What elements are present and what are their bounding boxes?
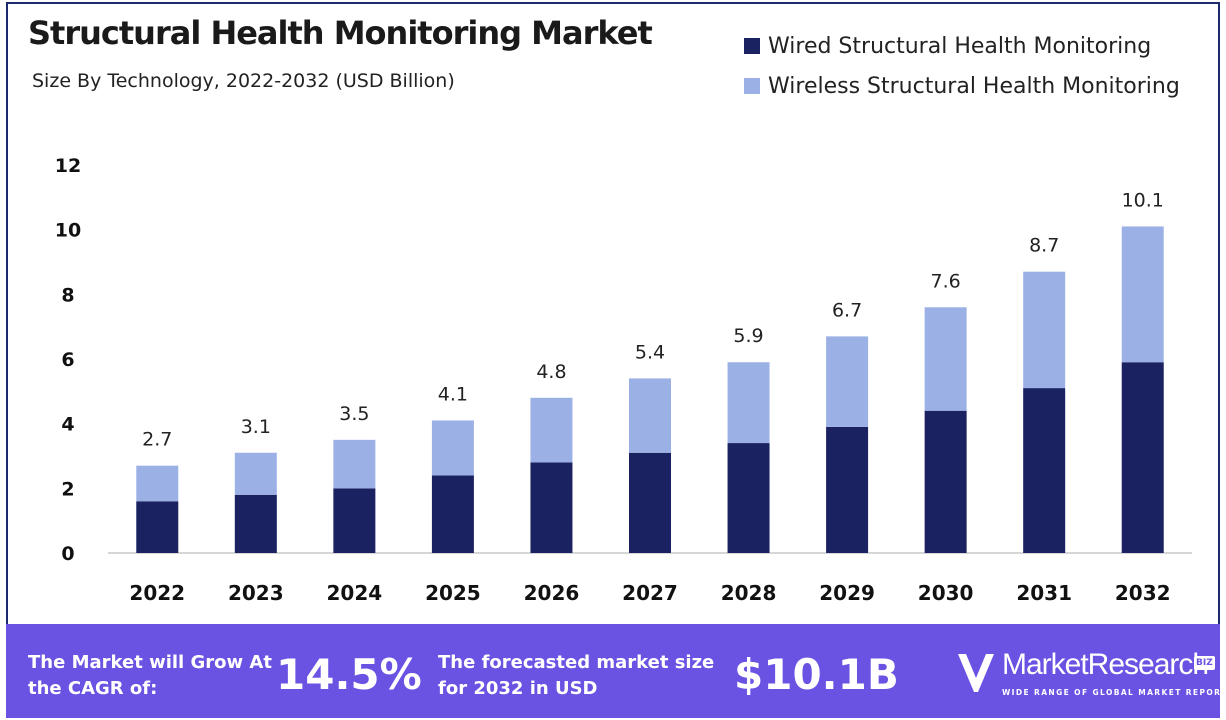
bar-wireless bbox=[234, 452, 277, 495]
bar-wired bbox=[1023, 388, 1066, 553]
bar-total-label: 4.1 bbox=[438, 383, 468, 405]
x-tick-label: 2030 bbox=[918, 581, 974, 605]
legend-swatch-wireless bbox=[744, 78, 760, 94]
bar-wireless bbox=[333, 439, 376, 489]
bar-total-label: 6.7 bbox=[832, 299, 862, 321]
bar-wired bbox=[1121, 362, 1164, 553]
footer-banner: The Market will Grow At the CAGR of: 14.… bbox=[6, 624, 1226, 718]
bar-wireless bbox=[1023, 271, 1066, 389]
cagr-value: 14.5% bbox=[276, 650, 422, 699]
stacked-bar-chart: 0 2 4 6 8 10 12 2.7 2022 3.1 2023 3.5 2024 4.1 2025 4.8… bbox=[55, 155, 1192, 605]
brand-badge: BIZ bbox=[1194, 656, 1215, 670]
bar-total-label: 5.4 bbox=[635, 341, 665, 363]
bar-wireless bbox=[924, 307, 967, 411]
x-tick-label: 2022 bbox=[129, 581, 185, 605]
bar-wireless bbox=[629, 378, 671, 453]
bar-total-label: 7.6 bbox=[931, 270, 961, 292]
bar-total-label: 10.1 bbox=[1122, 189, 1164, 211]
bar-total-label: 8.7 bbox=[1029, 235, 1059, 257]
y-tick-label: 0 bbox=[61, 543, 74, 565]
bar-wired bbox=[136, 501, 179, 553]
bar-wired bbox=[924, 410, 967, 553]
brand-name: MarketResearch bbox=[1002, 648, 1209, 681]
y-tick-label: 10 bbox=[55, 220, 81, 242]
x-tick-label: 2024 bbox=[327, 581, 383, 605]
bar-wireless bbox=[826, 336, 869, 427]
bar-total-label: 3.1 bbox=[241, 416, 271, 438]
y-tick-label: 8 bbox=[61, 284, 74, 306]
bar-wireless bbox=[1121, 226, 1164, 363]
x-tick-label: 2025 bbox=[425, 581, 481, 605]
y-tick-label: 12 bbox=[55, 155, 81, 177]
bar-total-label: 3.5 bbox=[339, 403, 369, 425]
y-tick-label: 4 bbox=[61, 414, 74, 436]
bar-wireless bbox=[136, 465, 179, 502]
bar-total-label: 5.9 bbox=[733, 325, 763, 347]
legend-label-wired: Wired Structural Health Monitoring bbox=[768, 33, 1152, 59]
bar-wired bbox=[629, 452, 671, 553]
chart-title: Structural Health Monitoring Market bbox=[28, 14, 653, 52]
x-tick-label: 2028 bbox=[721, 581, 777, 605]
brand-logo: MarketResearch BIZ WIDE RANGE OF GLOBAL … bbox=[956, 644, 1226, 704]
x-tick-label: 2026 bbox=[524, 581, 580, 605]
bar-wireless bbox=[431, 420, 474, 476]
bar-wired bbox=[431, 475, 474, 553]
bar-total-label: 2.7 bbox=[142, 429, 172, 451]
legend-swatch-wired bbox=[744, 38, 760, 54]
x-tick-label: 2023 bbox=[228, 581, 284, 605]
y-tick-label: 6 bbox=[61, 349, 74, 371]
bar-wired bbox=[826, 426, 869, 553]
x-tick-label: 2031 bbox=[1016, 581, 1072, 605]
legend: Wired Structural Health Monitoring Wirel… bbox=[744, 26, 1180, 106]
bar-total-label: 4.8 bbox=[536, 361, 566, 383]
bar-wireless bbox=[727, 362, 770, 444]
brand-tagline: WIDE RANGE OF GLOBAL MARKET REPORTS bbox=[1002, 688, 1226, 697]
chart-frame bbox=[6, 2, 1220, 718]
legend-item-wired: Wired Structural Health Monitoring bbox=[744, 26, 1180, 66]
x-tick-label: 2029 bbox=[819, 581, 875, 605]
bar-wired bbox=[727, 443, 770, 553]
bar-wireless bbox=[530, 397, 573, 463]
forecast-label: The forecasted market size for 2032 in U… bbox=[438, 652, 715, 699]
x-tick-label: 2032 bbox=[1115, 581, 1171, 605]
legend-item-wireless: Wireless Structural Health Monitoring bbox=[744, 66, 1180, 106]
bar-wired bbox=[530, 462, 573, 553]
cagr-label: The Market will Grow At the CAGR of: bbox=[28, 652, 272, 699]
forecast-value: $10.1B bbox=[734, 650, 899, 699]
y-tick-label: 2 bbox=[61, 478, 74, 500]
legend-label-wireless: Wireless Structural Health Monitoring bbox=[768, 73, 1180, 99]
x-tick-label: 2027 bbox=[622, 581, 678, 605]
brand-mark-icon bbox=[958, 653, 994, 692]
chart-subtitle: Size By Technology, 2022-2032 (USD Billi… bbox=[32, 70, 455, 92]
bar-wired bbox=[234, 494, 277, 553]
bar-wired bbox=[333, 488, 376, 553]
